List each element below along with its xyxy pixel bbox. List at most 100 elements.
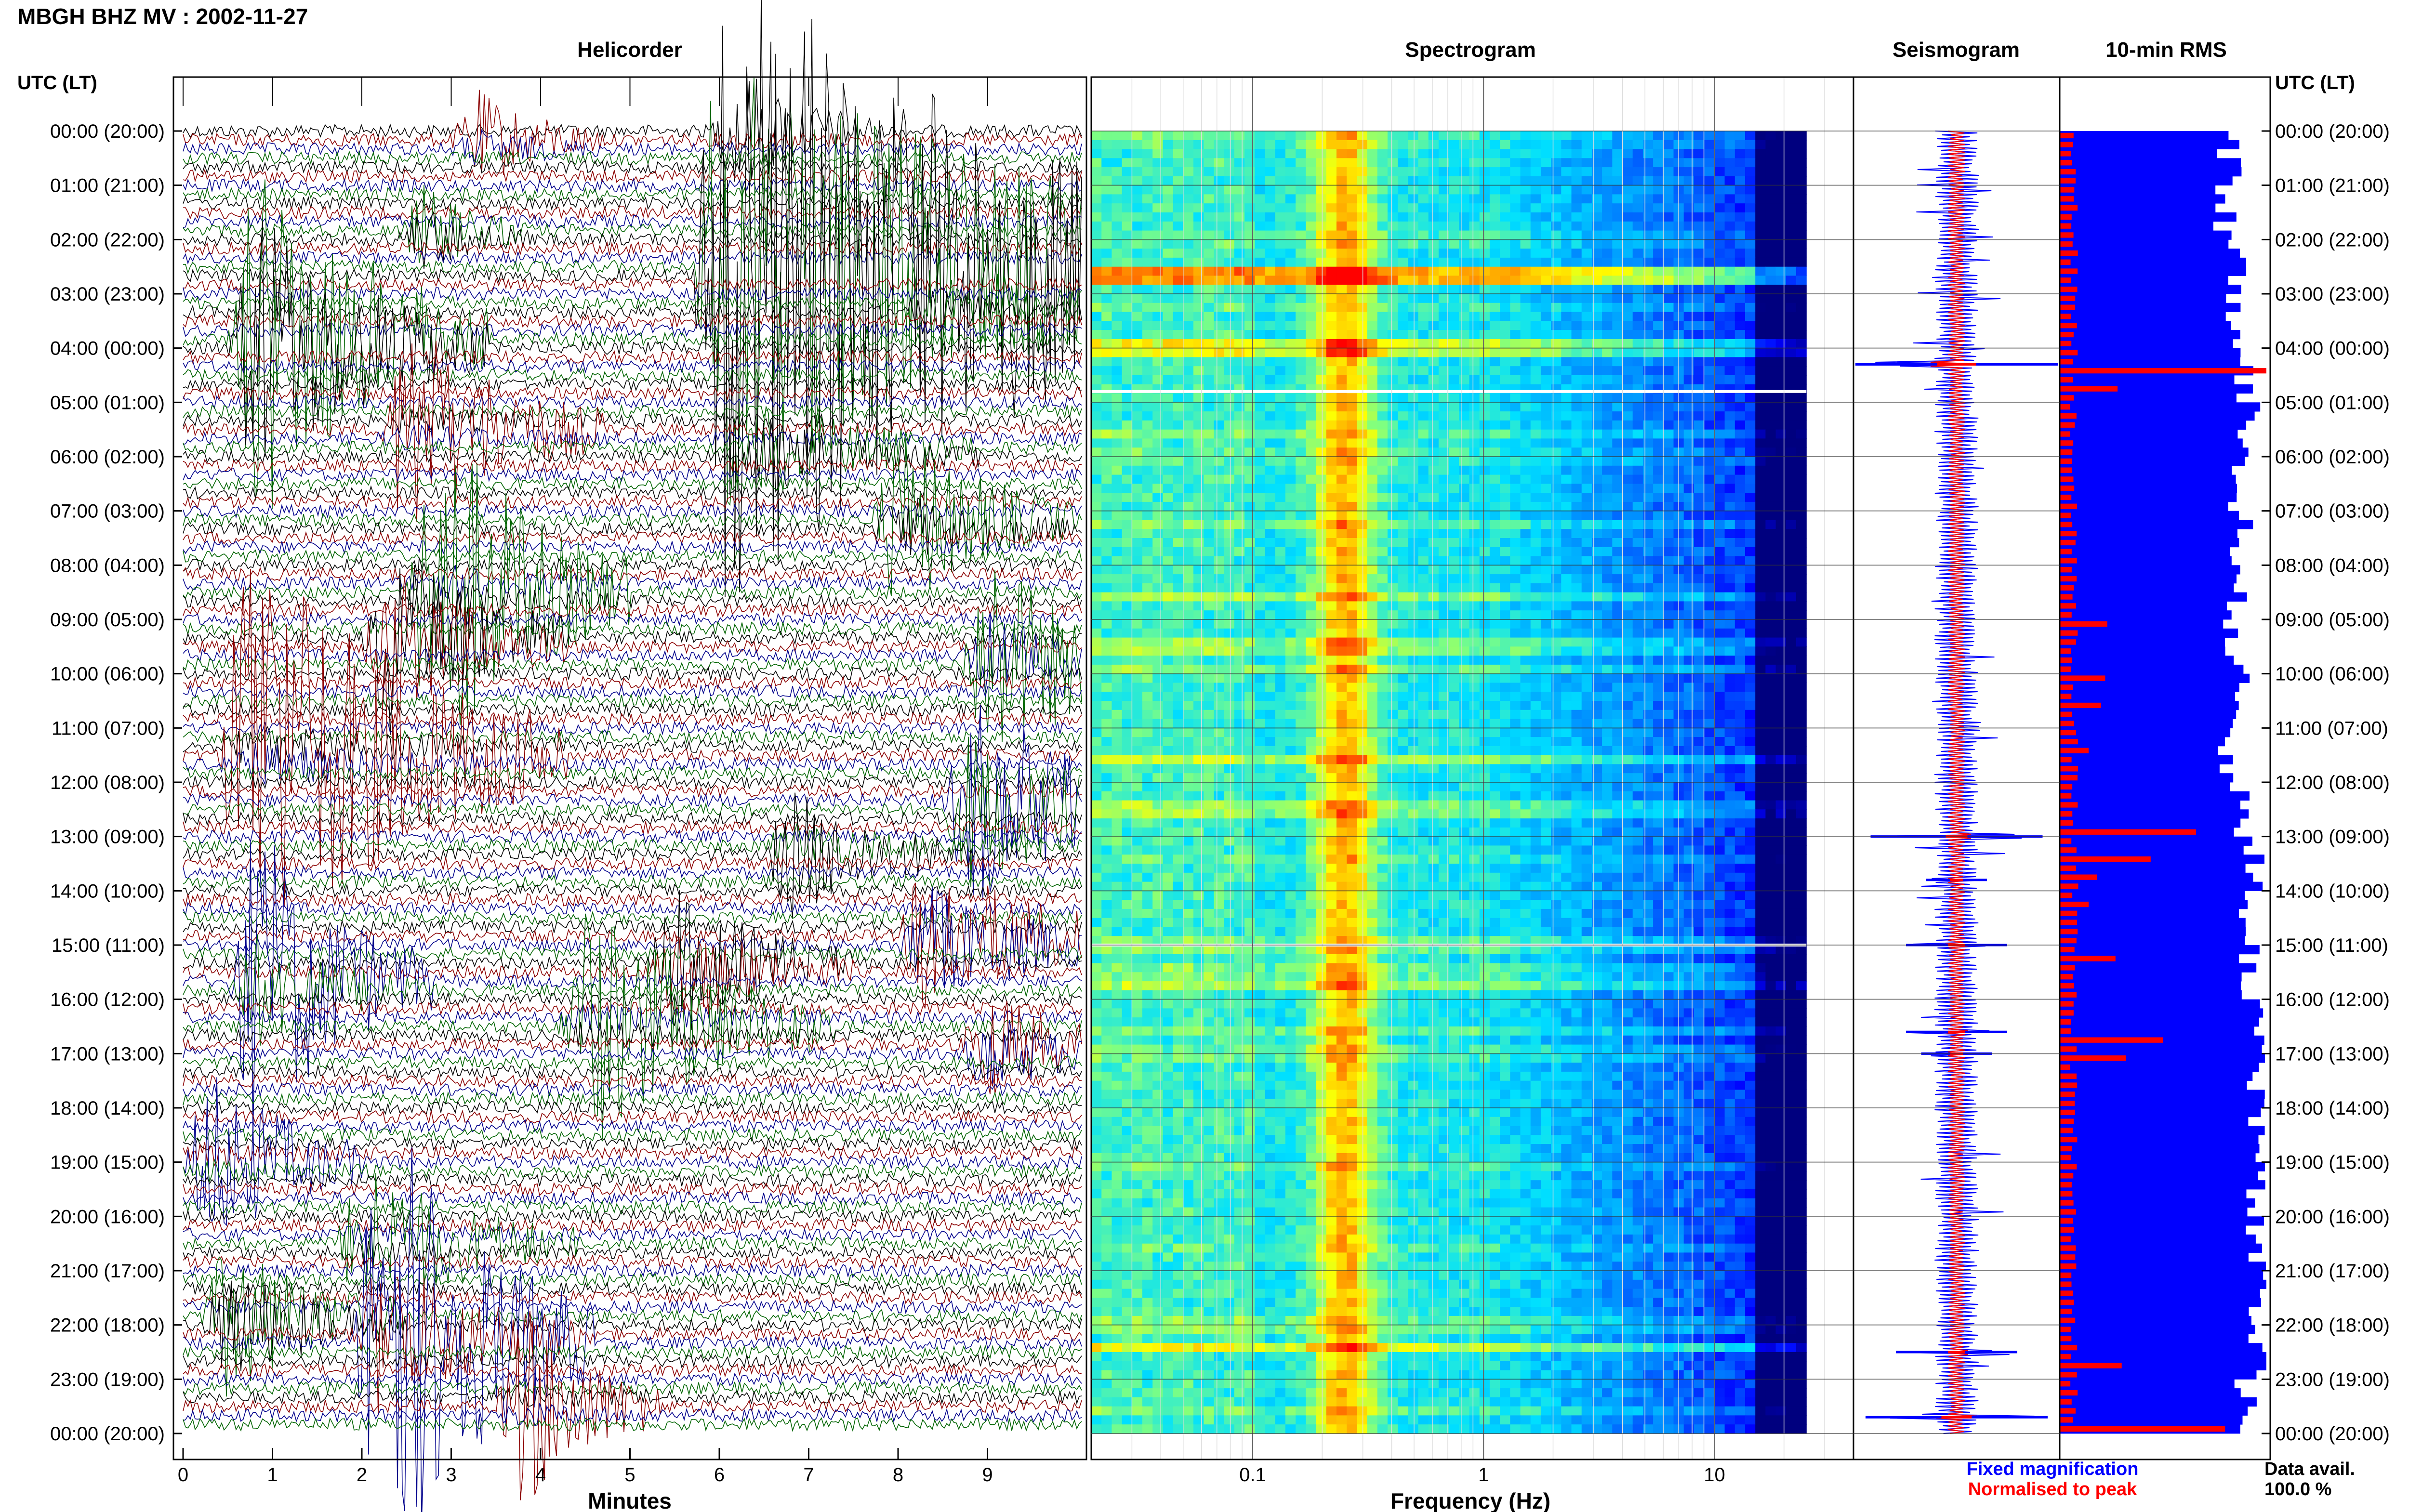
spectrogram-cell xyxy=(1632,746,1643,756)
spectrogram-cell xyxy=(1551,411,1562,421)
spectrogram-cell xyxy=(1714,203,1725,213)
spectrogram-cell xyxy=(1479,547,1490,557)
spectrogram-cell xyxy=(1326,429,1337,439)
spectrogram-cell xyxy=(1418,501,1429,512)
spectrogram-cell xyxy=(1438,565,1449,575)
spectrogram-cell xyxy=(1336,429,1347,439)
spectrogram-cell xyxy=(1775,429,1787,439)
spectrogram-cell xyxy=(1296,149,1306,158)
spectrogram-cell xyxy=(1132,710,1143,720)
spectrogram-cell xyxy=(1152,737,1163,747)
spectrogram-cell xyxy=(1101,176,1112,186)
spectrogram-cell xyxy=(1632,140,1643,150)
spectrogram-cell xyxy=(1316,149,1327,158)
spectrogram-cell xyxy=(1796,474,1807,484)
spectrogram-cell xyxy=(1632,221,1643,231)
spectrogram-cell xyxy=(1091,185,1102,195)
spectrogram-cell xyxy=(1306,501,1317,512)
spectrogram-cell xyxy=(1112,511,1123,520)
spectrogram-cell xyxy=(1530,149,1541,158)
spectrogram-cell xyxy=(1101,239,1112,249)
spectrogram-cell xyxy=(1581,656,1592,665)
spectrogram-cell xyxy=(1745,556,1756,565)
spectrogram-cell xyxy=(1285,637,1296,647)
spectrogram-cell xyxy=(1479,474,1490,484)
spectrogram-cell xyxy=(1765,402,1776,412)
spectrogram-cell xyxy=(1122,330,1133,340)
spectrogram-cell xyxy=(1316,656,1327,665)
spectrogram-cell xyxy=(1285,438,1296,448)
spectrogram-cell xyxy=(1500,701,1510,710)
spectrogram-cell xyxy=(1387,185,1398,195)
spectrogram-cell xyxy=(1285,457,1296,466)
spectrogram-cell xyxy=(1449,583,1459,593)
spectrogram-cell xyxy=(1438,656,1449,665)
spectrogram-cell xyxy=(1326,158,1337,168)
spectrogram-cell xyxy=(1745,520,1756,529)
spectrogram-cell xyxy=(1377,737,1388,747)
spectrogram-cell xyxy=(1489,302,1500,313)
spectrogram-cell xyxy=(1296,366,1306,376)
spectrogram-cell xyxy=(1347,646,1357,656)
spectrogram-cell xyxy=(1122,230,1133,240)
spectrogram-cell xyxy=(1193,438,1204,448)
spectrogram-cell xyxy=(1398,692,1408,701)
spectrogram-cell xyxy=(1101,683,1112,692)
spectrogram-cell xyxy=(1173,158,1184,168)
spectrogram-cell xyxy=(1612,158,1623,168)
spectrogram-cell xyxy=(1694,176,1705,186)
spectrogram-cell xyxy=(1653,438,1664,448)
spectrogram-cell xyxy=(1459,429,1470,439)
spectrogram-cell xyxy=(1540,656,1551,665)
spectrogram-cell xyxy=(1520,710,1531,720)
spectrogram-cell xyxy=(1683,538,1694,548)
spectrogram-cell xyxy=(1296,746,1306,756)
spectrogram-cell xyxy=(1091,646,1102,656)
spectrogram-cell xyxy=(1255,565,1265,575)
spectrogram-cell xyxy=(1581,619,1592,629)
spectrogram-cell xyxy=(1387,257,1398,267)
spectrogram-cell xyxy=(1336,402,1347,412)
spectrogram-cell xyxy=(1255,411,1265,421)
spectrogram-cell xyxy=(1581,348,1592,357)
spectrogram-cell xyxy=(1428,321,1439,330)
spectrogram-cell xyxy=(1479,656,1490,665)
spectrogram-cell xyxy=(1173,140,1184,150)
spectrogram-cell xyxy=(1357,719,1368,728)
spectrogram-cell xyxy=(1602,673,1613,683)
helicorder-trace xyxy=(183,1082,1082,1098)
spectrogram-cell xyxy=(1642,131,1654,141)
spectrogram-cell xyxy=(1642,140,1654,150)
spectrogram-cell xyxy=(1449,628,1459,638)
spectrogram-cell xyxy=(1122,692,1133,701)
spectrogram-cell xyxy=(1265,312,1276,321)
spectrogram-cell xyxy=(1653,547,1664,557)
spectrogram-cell xyxy=(1163,755,1174,764)
spectrogram-cell xyxy=(1734,294,1746,303)
spectrogram-cell xyxy=(1663,565,1674,575)
spectrogram-cell xyxy=(1459,529,1470,539)
spectrogram-cell xyxy=(1152,692,1163,701)
spectrogram-cell xyxy=(1469,619,1480,629)
spectrogram-cell xyxy=(1112,547,1123,557)
spectrogram-cell xyxy=(1459,131,1470,141)
spectrogram-cell xyxy=(1449,230,1459,240)
spectrogram-cell xyxy=(1683,601,1694,611)
spectrogram-cell xyxy=(1459,656,1470,665)
spectrogram-cell xyxy=(1183,556,1194,565)
spectrogram-cell xyxy=(1704,474,1715,484)
spectrogram-cell xyxy=(1571,628,1582,638)
spectrogram-cell xyxy=(1449,610,1459,620)
helicorder-trace xyxy=(183,177,1082,193)
spectrogram-cell xyxy=(1101,574,1112,584)
spectrogram-cell xyxy=(1357,501,1368,512)
spectrogram-cell xyxy=(1428,249,1439,258)
spectrogram-cell xyxy=(1122,158,1133,168)
spectrogram-cell xyxy=(1285,348,1296,357)
spectrogram-cell xyxy=(1571,212,1582,222)
spectrogram-cell xyxy=(1775,438,1787,448)
spectrogram-cell xyxy=(1479,375,1490,385)
spectrogram-cell xyxy=(1459,212,1470,222)
spectrogram-cell xyxy=(1694,538,1705,548)
spectrogram-cell xyxy=(1745,493,1756,502)
